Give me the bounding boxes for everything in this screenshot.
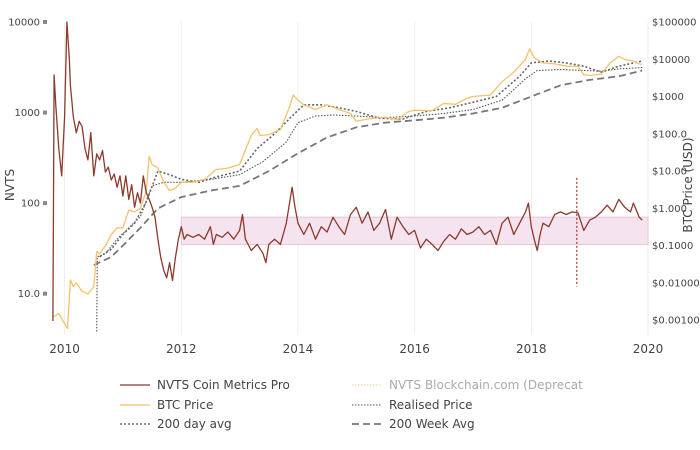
- legend-label: BTC Price: [157, 398, 213, 412]
- x-tick-2016: 2016: [399, 342, 430, 356]
- y-left-tick-label: 10.0: [18, 289, 40, 300]
- legend-label: Realised Price: [389, 398, 473, 412]
- y-right-tick-label: $0.01000: [652, 278, 700, 289]
- y-right-axis-title: BTC Price (USD): [681, 137, 695, 232]
- x-ticks: 2010 2012 2014 2016 2018 2020: [49, 342, 663, 356]
- legend-label: NVTS Blockchain.com (Deprecat: [389, 378, 583, 392]
- grid-lines: [65, 22, 648, 335]
- x-tick-2014: 2014: [283, 342, 314, 356]
- legend-label: 200 day avg: [157, 417, 232, 431]
- y-left-tick-mark: [43, 292, 47, 296]
- series-realised-price: [97, 68, 643, 332]
- y-left-axis-title: NVTS: [3, 169, 17, 201]
- legend-label: NVTS Coin Metrics Pro: [157, 378, 290, 392]
- y-left-tick-label: 10000: [8, 18, 40, 29]
- y-right-tick-label: $0.1000: [652, 241, 693, 252]
- y-left-tick-mark: [43, 20, 47, 24]
- x-tick-2020: 2020: [633, 342, 664, 356]
- x-tick-2010: 2010: [49, 342, 80, 356]
- x-tick-2012: 2012: [166, 342, 197, 356]
- series-layer: [53, 22, 642, 331]
- series-nvts-coin-metrics-pro: [53, 22, 642, 321]
- y-right-tick-label: $100000: [652, 18, 697, 29]
- legend-label: 200 Week Avg: [389, 417, 475, 431]
- y-right-tick-label: $1000: [652, 92, 684, 103]
- y-left-tick-mark: [43, 111, 47, 115]
- y-left-tick-label: 1000: [15, 108, 40, 119]
- y-right-tick-label: $10000: [652, 55, 690, 66]
- x-tick-2018: 2018: [516, 342, 547, 356]
- y-left-tick-mark: [43, 201, 47, 205]
- legend: NVTS Coin Metrics Pro NVTS Blockchain.com…: [120, 378, 583, 431]
- y-left-tick-label: 100: [21, 199, 40, 210]
- y-left-ticks: 10000 1000 100 10.0: [8, 18, 47, 301]
